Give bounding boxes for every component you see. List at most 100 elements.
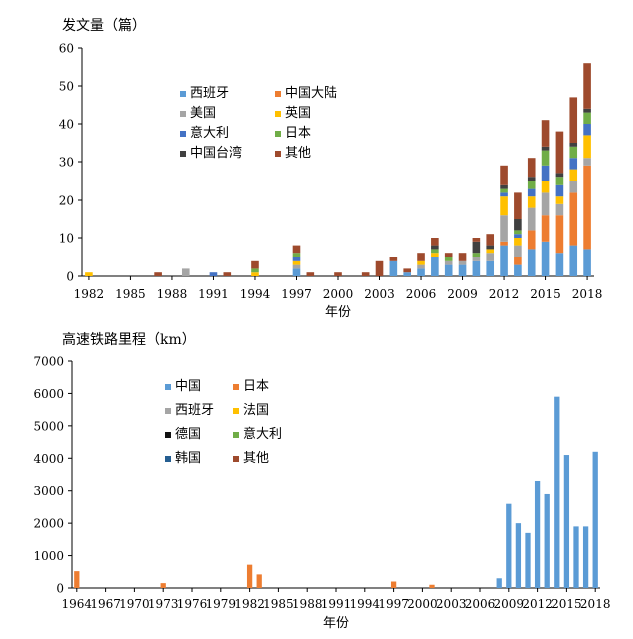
bar-日本-2001 <box>429 584 435 588</box>
x-tick-label: 1985 <box>263 597 294 611</box>
bar-美国-2013 <box>514 245 522 257</box>
bar-意大利-2017 <box>569 158 578 170</box>
bar-英国-1997 <box>292 260 301 265</box>
bar-美国-2016 <box>555 203 564 216</box>
bar-英国-2017 <box>569 169 578 181</box>
bar-英国-2007 <box>431 253 439 257</box>
y-tick-label: 1000 <box>33 549 64 563</box>
bar-西班牙-2004 <box>389 260 398 276</box>
y-tick-label: 2000 <box>33 517 64 531</box>
legend-swatch <box>180 91 186 97</box>
bar-美国-1989 <box>181 268 190 276</box>
bar-日本-1973 <box>160 583 166 588</box>
bar-意大利-1997 <box>292 257 301 261</box>
bar-其他-1998 <box>306 272 315 276</box>
legend-label: 中国 <box>175 379 201 394</box>
bar-西班牙-2012 <box>500 245 508 276</box>
x-tick-label: 1982 <box>234 597 265 611</box>
legend-label: 美国 <box>190 106 216 121</box>
y-tick-label: 30 <box>59 156 74 170</box>
x-tick-label: 2009 <box>494 597 525 611</box>
chart-title: 高速铁路里程（km） <box>62 331 196 348</box>
bar-其他-1994 <box>251 260 259 269</box>
y-tick-label: 5000 <box>33 419 64 433</box>
bar-中国台湾-2013 <box>514 219 522 231</box>
legend-label: 意大利 <box>190 125 229 141</box>
bar-日本-2007 <box>431 249 439 254</box>
x-tick-label: 2018 <box>572 287 603 301</box>
bar-西班牙-2016 <box>555 253 564 276</box>
x-tick-label: 1997 <box>378 597 409 611</box>
legend-label: 韩国 <box>175 451 201 466</box>
legend-label: 日本 <box>285 126 311 141</box>
bar-中国-2014 <box>554 396 560 588</box>
bar-其他-2012 <box>500 165 508 185</box>
x-tick-label: 1973 <box>148 597 179 611</box>
bar-日本-2008 <box>444 257 453 261</box>
bar-英国-2014 <box>527 196 536 208</box>
bar-中国大陆-2018 <box>583 165 591 250</box>
legend-label: 日本 <box>243 379 269 394</box>
x-tick-label: 1967 <box>90 597 121 611</box>
legend-swatch <box>275 131 281 137</box>
bar-其他-2002 <box>361 272 370 276</box>
bar-美国-2014 <box>527 207 536 231</box>
bar-意大利-2016 <box>555 184 564 197</box>
x-tick-label: 1970 <box>119 597 150 611</box>
legend-swatch <box>275 111 281 117</box>
bar-美国-2011 <box>486 253 495 261</box>
x-tick-label: 1964 <box>62 597 93 611</box>
bar-西班牙-2011 <box>486 260 495 276</box>
bar-意大利-2013 <box>514 234 522 238</box>
bar-西班牙-2013 <box>514 264 522 276</box>
bar-其他-1987 <box>154 272 162 276</box>
bar-中国-2009 <box>506 503 512 588</box>
y-tick-label: 20 <box>59 194 74 208</box>
bar-意大利-2018 <box>583 124 591 136</box>
x-tick-label: 2012 <box>489 287 520 301</box>
legend-swatch <box>165 456 171 462</box>
bar-美国-2008 <box>444 260 453 265</box>
legend-swatch <box>233 456 239 462</box>
bar-其他-2003 <box>375 260 384 276</box>
legend-swatch <box>165 384 171 390</box>
bar-中国大陆-2014 <box>527 230 536 250</box>
x-tick-label: 2003 <box>364 287 395 301</box>
bar-西班牙-2007 <box>431 257 439 276</box>
legend-label: 法国 <box>243 403 269 418</box>
bar-其他-2018 <box>583 63 591 109</box>
legend-swatch <box>275 91 281 97</box>
legend-swatch <box>180 151 186 157</box>
legend-swatch <box>165 408 171 414</box>
bar-日本-1997 <box>390 581 397 588</box>
bar-中国台湾-2011 <box>486 245 495 250</box>
bar-其他-1992 <box>223 272 232 276</box>
bar-美国-2015 <box>541 192 550 216</box>
bar-意大利-2012 <box>500 192 508 197</box>
legend-swatch <box>233 408 239 414</box>
x-axis-label: 年份 <box>325 305 351 320</box>
x-tick-label: 1982 <box>74 287 105 301</box>
bar-中国-2008 <box>496 578 502 588</box>
bar-日本-2012 <box>500 188 508 193</box>
bar-中国台湾-2014 <box>527 177 536 181</box>
legend-label: 其他 <box>243 451 269 466</box>
bar-美国-2010 <box>472 257 481 261</box>
bar-中国大陆-2013 <box>514 257 522 265</box>
chart-title: 发文量（篇） <box>62 18 146 34</box>
bar-西班牙-2017 <box>569 245 578 276</box>
bar-中国台湾-2016 <box>555 173 564 178</box>
bar-日本-1997 <box>292 253 301 257</box>
y-tick-label: 7000 <box>33 355 64 369</box>
bar-英国-1994 <box>251 272 259 276</box>
bar-中国-2018 <box>592 451 598 588</box>
bar-中国-2010 <box>515 523 522 588</box>
bar-西班牙-2010 <box>472 260 481 276</box>
y-tick-label: 60 <box>59 42 74 56</box>
bar-中国-2011 <box>525 532 531 588</box>
bar-其他-2015 <box>541 120 550 147</box>
bar-意大利-2014 <box>527 188 536 197</box>
bar-日本-1983 <box>256 574 262 588</box>
legend-label: 英国 <box>285 106 311 121</box>
